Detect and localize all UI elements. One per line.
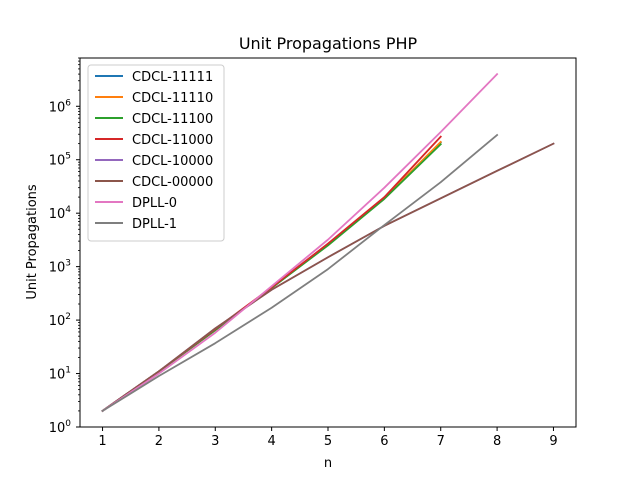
- y-tick-label: 101: [49, 366, 71, 383]
- x-tick-label: 8: [493, 434, 501, 449]
- series-line-cdcl-00000: [101, 142, 555, 413]
- x-tick-label: 3: [211, 434, 219, 449]
- x-tick-label: 9: [549, 434, 557, 449]
- legend-label: CDCL-11000: [132, 133, 213, 148]
- y-tick-label: 103: [49, 259, 71, 276]
- y-axis-label: Unit Propagations: [25, 184, 40, 300]
- y-tick-label: 105: [49, 152, 71, 169]
- y-tick-label: 106: [49, 98, 72, 115]
- series-line-dpll-0: [101, 72, 499, 413]
- legend-label: DPLL-0: [132, 196, 177, 211]
- legend-label: CDCL-11110: [132, 91, 213, 106]
- legend: CDCL-11111 CDCL-11110 CDCL-11100 CDCL-11000…: [87, 64, 225, 242]
- series-line-dpll-1: [101, 133, 499, 413]
- x-axis-label: n: [324, 456, 332, 471]
- y-axis-ticks: 100 101 102 103 104 105 106: [49, 57, 80, 436]
- legend-label: CDCL-11111: [132, 70, 213, 85]
- x-tick-label: 1: [98, 434, 106, 449]
- legend-label: CDCL-00000: [132, 175, 213, 190]
- x-tick-label: 7: [437, 434, 445, 449]
- legend-box: [87, 64, 225, 242]
- y-tick-label: 102: [49, 312, 71, 329]
- y-tick-label: 100: [49, 419, 72, 436]
- x-tick-label: 4: [267, 434, 275, 449]
- x-tick-label: 5: [324, 434, 332, 449]
- chart-title: Unit Propagations PHP: [239, 34, 418, 53]
- plot-lines: [101, 72, 555, 413]
- y-tick-label: 104: [49, 205, 72, 222]
- legend-label: DPLL-1: [132, 217, 177, 232]
- legend-label: CDCL-11100: [132, 112, 213, 127]
- x-tick-label: 6: [380, 434, 388, 449]
- x-axis-ticks: 1 2 3 4 5 6 7 8 9: [98, 427, 558, 449]
- legend-label: CDCL-10000: [132, 154, 213, 169]
- x-tick-label: 2: [155, 434, 163, 449]
